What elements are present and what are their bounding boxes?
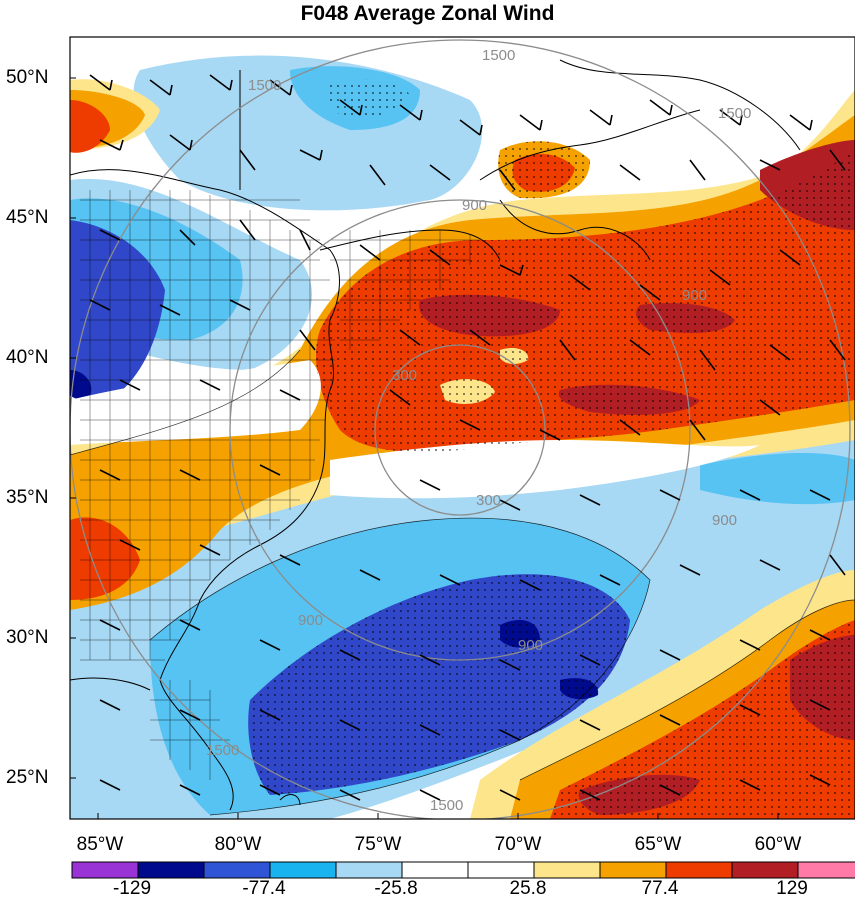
ring-label: 1500 xyxy=(718,105,751,122)
wind-barbs xyxy=(89,74,846,801)
red-southwest xyxy=(70,517,140,600)
lon-label: 70°W xyxy=(494,834,542,855)
lon-label: 60°W xyxy=(754,834,802,855)
ring-label: 900 xyxy=(682,287,707,304)
white-band xyxy=(70,360,321,445)
lon-label: 85°W xyxy=(76,834,124,855)
ring-label: 1500 xyxy=(206,742,239,759)
dark-blue-core3 xyxy=(70,370,92,399)
stipple-north xyxy=(327,79,410,117)
colorbar-swatch xyxy=(731,861,799,879)
ring-label: 900 xyxy=(712,512,737,529)
stipple-orange-ne xyxy=(498,141,590,199)
lat-label: 40°N xyxy=(6,347,49,368)
colorbar-label: -77.4 xyxy=(242,878,286,899)
white-band-east xyxy=(330,440,760,499)
ring-label: 900 xyxy=(298,612,323,629)
lon-label: 80°W xyxy=(214,834,262,855)
colorbar-label: 25.8 xyxy=(509,878,547,899)
contour-lines xyxy=(70,349,855,816)
colorbar-swatch xyxy=(203,861,271,879)
colorbar-swatch xyxy=(797,861,855,879)
lat-label: 50°N xyxy=(6,67,49,88)
map-frame xyxy=(69,36,855,820)
colorbar-swatch xyxy=(269,861,337,879)
ring-label: 900 xyxy=(518,637,543,654)
red-northwest xyxy=(70,100,110,153)
lon-label: 75°W xyxy=(354,834,402,855)
colorbar-swatch xyxy=(599,861,667,879)
ring-label: 1500 xyxy=(430,797,463,814)
coastlines xyxy=(70,59,801,811)
county-grid xyxy=(80,190,480,780)
dark-blue-west xyxy=(70,220,165,403)
colorbar-label: 129 xyxy=(776,878,808,899)
ring-label: 300 xyxy=(392,367,417,384)
shaded-field xyxy=(70,37,855,819)
colorbar-swatch xyxy=(71,861,139,879)
ring-labels: 1500 1500 1500 900 900 900 900 300 300 9… xyxy=(206,47,751,814)
stipple-southeast xyxy=(550,620,855,819)
colorbar-swatch xyxy=(533,861,601,879)
ring-label: 900 xyxy=(462,197,487,214)
colorbar-label: -25.8 xyxy=(374,878,418,899)
lat-label: 25°N xyxy=(6,767,49,788)
ring-label: 300 xyxy=(476,492,501,509)
cyan-east xyxy=(700,453,855,505)
stipple-blue xyxy=(248,574,630,795)
range-rings xyxy=(70,39,851,819)
colorbar-swatch xyxy=(665,861,733,879)
lat-label: 45°N xyxy=(6,207,49,228)
lon-label: 65°W xyxy=(634,834,682,855)
colorbar-swatch xyxy=(137,861,205,879)
stipple-red xyxy=(316,150,855,452)
axis-ticks xyxy=(70,77,779,819)
colorbar-swatch xyxy=(335,861,403,879)
ring-label: 1500 xyxy=(248,77,281,94)
colorbar-label: 77.4 xyxy=(641,878,679,899)
colorbar xyxy=(71,861,855,879)
lat-label: 30°N xyxy=(6,627,49,648)
lat-label: 35°N xyxy=(6,487,49,508)
colorbar-swatch xyxy=(401,861,469,879)
colorbar-swatch xyxy=(467,861,535,879)
colorbar-label: -129 xyxy=(112,878,152,899)
map-title: F048 Average Zonal Wind xyxy=(300,2,555,25)
ring-label: 1500 xyxy=(482,47,515,64)
